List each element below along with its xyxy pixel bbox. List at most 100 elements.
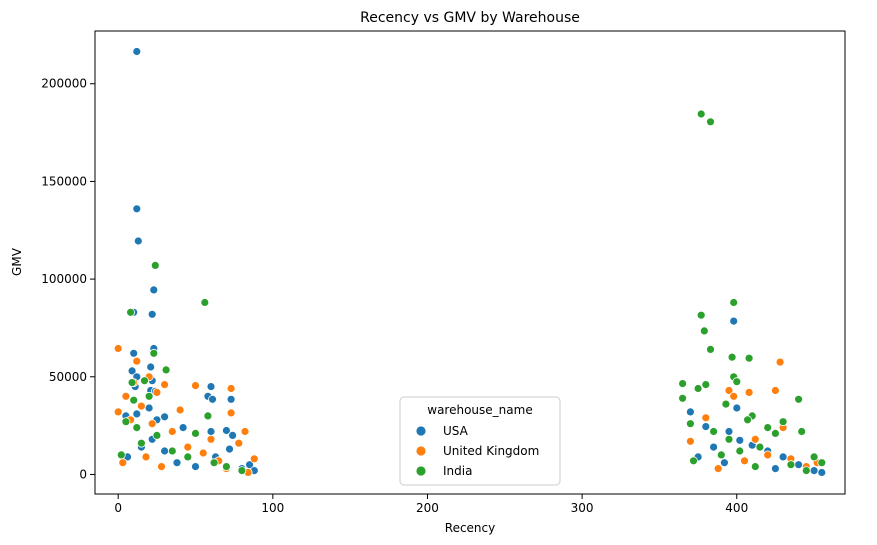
data-point — [817, 468, 827, 477]
data-point — [144, 403, 154, 413]
data-point — [817, 458, 827, 468]
series-india — [116, 109, 827, 476]
data-point — [750, 462, 760, 472]
data-point — [732, 377, 742, 387]
data-point — [743, 415, 752, 425]
data-point — [771, 464, 780, 474]
data-point — [696, 310, 706, 320]
data-point — [724, 434, 734, 444]
data-point — [729, 391, 739, 401]
data-point — [750, 434, 760, 444]
data-point — [226, 394, 236, 404]
data-point — [701, 422, 711, 432]
legend-marker — [415, 425, 427, 437]
data-point — [740, 456, 749, 466]
data-point — [240, 427, 250, 436]
x-tick-label: 200 — [416, 501, 439, 515]
data-point — [701, 380, 711, 390]
data-point — [191, 428, 200, 438]
y-tick-label: 150000 — [41, 174, 87, 188]
x-axis-label: Recency — [445, 521, 495, 535]
data-point — [183, 442, 193, 452]
y-axis: 0 50000 100000 150000 200000 — [41, 77, 95, 481]
data-point — [149, 285, 159, 295]
data-point — [160, 380, 170, 390]
data-point — [127, 366, 137, 376]
data-point — [121, 417, 131, 427]
x-tick-label: 0 — [114, 501, 122, 515]
data-point — [129, 348, 139, 358]
data-point — [113, 407, 123, 417]
data-point — [209, 458, 219, 468]
data-point — [732, 403, 742, 413]
data-point — [132, 47, 142, 56]
data-point — [744, 387, 754, 397]
x-tick-label: 100 — [261, 501, 284, 515]
data-point — [147, 309, 157, 319]
data-point — [206, 427, 216, 436]
data-point — [686, 436, 695, 446]
data-point — [797, 427, 807, 436]
data-point — [771, 386, 780, 395]
data-point — [709, 442, 718, 452]
legend: warehouse_name USA United Kingdom India — [399, 396, 561, 486]
data-point — [191, 381, 200, 391]
data-point — [794, 460, 803, 470]
y-tick-label: 200000 — [41, 77, 87, 91]
data-point — [693, 384, 703, 393]
data-point — [160, 446, 170, 456]
data-point — [778, 452, 788, 462]
data-point — [696, 109, 706, 119]
data-point — [763, 450, 773, 460]
x-tick-label: 400 — [725, 501, 748, 515]
data-point — [701, 413, 711, 423]
data-point — [771, 428, 780, 438]
data-point — [228, 430, 238, 440]
x-axis: 0 100 200 300 400 — [114, 494, 748, 515]
data-point — [809, 466, 819, 476]
data-point — [706, 344, 715, 354]
data-point — [716, 450, 726, 460]
legend-title: warehouse_name — [427, 403, 532, 417]
legend-label: United Kingdom — [443, 444, 539, 458]
data-point — [735, 435, 745, 445]
data-point — [161, 365, 171, 375]
data-point — [226, 384, 236, 393]
data-point — [763, 423, 773, 433]
data-point — [709, 427, 718, 436]
data-point — [172, 458, 182, 468]
data-point — [721, 399, 731, 409]
legend-label: USA — [443, 424, 469, 438]
data-point — [755, 442, 765, 452]
y-tick-label: 50000 — [49, 370, 87, 384]
data-point — [678, 379, 687, 389]
y-tick-label: 100000 — [41, 272, 87, 286]
data-point — [178, 423, 188, 433]
data-point — [208, 394, 217, 404]
data-point — [203, 411, 213, 421]
data-point — [206, 382, 216, 392]
data-point — [132, 409, 142, 419]
data-point — [126, 307, 136, 317]
data-point — [146, 362, 156, 372]
legend-marker — [415, 445, 427, 457]
data-point — [191, 462, 200, 472]
data-point — [686, 407, 695, 417]
data-point — [689, 456, 698, 466]
data-point — [786, 460, 796, 470]
data-point — [778, 417, 788, 427]
data-point — [144, 391, 154, 401]
data-point — [706, 117, 715, 127]
data-point — [678, 393, 687, 403]
y-axis-label: GMV — [10, 247, 24, 276]
legend-marker — [415, 465, 427, 477]
data-point — [713, 464, 723, 474]
data-point — [127, 378, 137, 388]
data-point — [133, 236, 143, 246]
data-point — [226, 408, 236, 418]
data-point — [136, 401, 146, 411]
data-point — [221, 462, 231, 472]
data-point — [720, 458, 729, 468]
data-point — [729, 298, 739, 307]
